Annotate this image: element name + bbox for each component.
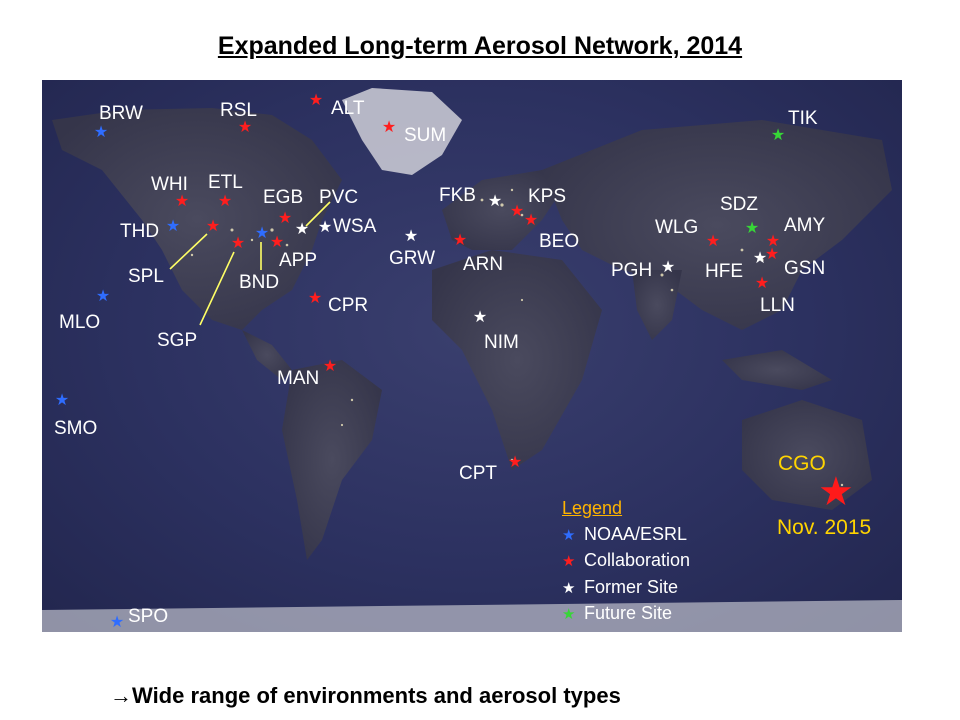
legend-item-former: ★ Former Site [562,575,690,602]
site-label-wsa: WSA [333,216,377,237]
site-label-bnd: BND [239,272,280,293]
site-marker-sdz-star-icon[interactable]: ★ [744,220,760,237]
site-label-cpt: CPT [459,463,497,484]
site-marker-fkb-star-icon[interactable]: ★ [487,193,503,210]
legend-title: Legend [562,498,623,518]
site-marker-gsn-star-icon[interactable]: ★ [764,246,780,263]
site-marker-brw-star-icon[interactable]: ★ [93,124,109,141]
site-label-lln: LLN [760,295,795,316]
site-label-alt: ALT [331,98,365,119]
site-label-spo: SPO [128,606,169,627]
site-marker-mlo-star-icon[interactable]: ★ [95,288,111,305]
site-marker-man-star-icon[interactable]: ★ [322,358,338,375]
site-marker-wlg-star-icon[interactable]: ★ [705,233,721,250]
cgo-star-icon[interactable]: ★ [818,470,854,514]
legend-green-star-icon: ★ [562,606,576,623]
site-marker-pgh-star-icon[interactable]: ★ [660,259,676,276]
site-label-smo: SMO [54,418,98,439]
cgo-label: CGO [778,452,826,475]
site-label-hfe: HFE [705,261,743,282]
site-marker-kps-star-icon[interactable]: ★ [509,203,525,220]
site-marker-lln-star-icon[interactable]: ★ [754,275,770,292]
site-label-gsn: GSN [784,258,826,279]
site-label-sum: SUM [404,125,447,146]
site-marker-rsl-star-icon[interactable]: ★ [237,119,253,136]
site-label-brw: BRW [99,103,143,124]
site-label-sdz: SDZ [720,194,758,215]
site-marker-whi-star-icon[interactable]: ★ [174,193,190,210]
site-label-fkb: FKB [439,185,476,206]
arrow-right-icon: → [110,683,132,708]
site-marker-bnd-star-icon[interactable]: ★ [254,225,270,242]
site-marker-grw-star-icon[interactable]: ★ [403,228,419,245]
site-label-rsl: RSL [220,100,257,121]
legend-item-future: ★ Future Site [562,601,690,628]
site-label-cpr: CPR [328,295,369,316]
site-marker-spo-star-icon[interactable]: ★ [109,614,125,631]
site-label-whi: WHI [151,174,188,195]
site-label-app: APP [279,250,318,271]
site-marker-hfe-star-icon[interactable]: ★ [752,250,768,267]
legend-item-noaa: ★ NOAA/ESRL [562,522,690,549]
site-marker-cpt-star-icon[interactable]: ★ [507,454,523,471]
slide-title: Expanded Long-term Aerosol Network, 2014 [217,32,743,60]
site-marker-etl-star-icon[interactable]: ★ [217,193,233,210]
site-marker-sum-star-icon[interactable]: ★ [381,119,397,136]
site-marker-alt-star-icon[interactable]: ★ [308,92,324,109]
world-map-landmasses [42,88,902,632]
legend-white-star-icon: ★ [562,579,576,597]
site-label-wlg: WLG [655,217,699,238]
site-label-tik: TIK [788,108,818,129]
site-label-arn: ARN [463,254,504,275]
site-marker-spl-star-icon[interactable]: ★ [205,218,221,235]
site-marker-cpr-star-icon[interactable]: ★ [307,290,323,307]
site-marker-app-star-icon[interactable]: ★ [269,234,285,251]
site-marker-nim-star-icon[interactable]: ★ [472,309,488,326]
site-marker-egb-star-icon[interactable]: ★ [277,210,293,227]
site-label-sgp: SGP [157,330,198,351]
site-label-pgh: PGH [611,260,653,281]
legend-red-star-icon: ★ [562,553,576,570]
cgo-date-note: Nov. 2015 [777,516,872,539]
site-label-nim: NIM [484,332,519,353]
site-label-amy: AMY [784,215,826,236]
site-label-egb: EGB [263,187,304,208]
site-marker-thd-star-icon[interactable]: ★ [165,218,181,235]
footer-note: →Wide range of environments and aerosol … [110,683,621,709]
site-marker-tik-star-icon[interactable]: ★ [770,127,786,144]
world-map: ★ BRW ★ RSL ★ ALT ★ SUM ★ TIK ★ WHI ★ ET… [42,80,902,632]
site-label-beo: BEO [539,231,580,252]
site-marker-arn-star-icon[interactable]: ★ [452,232,468,249]
site-label-grw: GRW [389,248,436,269]
site-marker-amy-star-icon[interactable]: ★ [765,233,781,250]
site-marker-pvc-star-icon[interactable]: ★ [294,221,310,238]
legend-blue-star-icon: ★ [562,526,576,544]
site-label-kps: KPS [528,186,567,207]
map-legend: Legend ★ NOAA/ESRL ★ Collaboration ★ Former… [562,496,690,628]
site-marker-smo-star-icon[interactable]: ★ [54,392,70,409]
site-label-spl: SPL [128,266,164,287]
site-label-mlo: MLO [59,312,101,333]
site-label-thd: THD [120,221,160,242]
site-label-pvc: PVC [319,187,359,208]
footer-text: Wide range of environments and aerosol t… [132,683,621,708]
site-label-etl: ETL [208,172,243,193]
site-label-man: MAN [277,368,320,389]
site-marker-sgp-star-icon[interactable]: ★ [230,235,246,252]
legend-item-collaboration: ★ Collaboration [562,548,690,575]
site-marker-wsa-star-icon[interactable]: ★ [317,219,333,236]
site-marker-beo-star-icon[interactable]: ★ [523,212,539,229]
